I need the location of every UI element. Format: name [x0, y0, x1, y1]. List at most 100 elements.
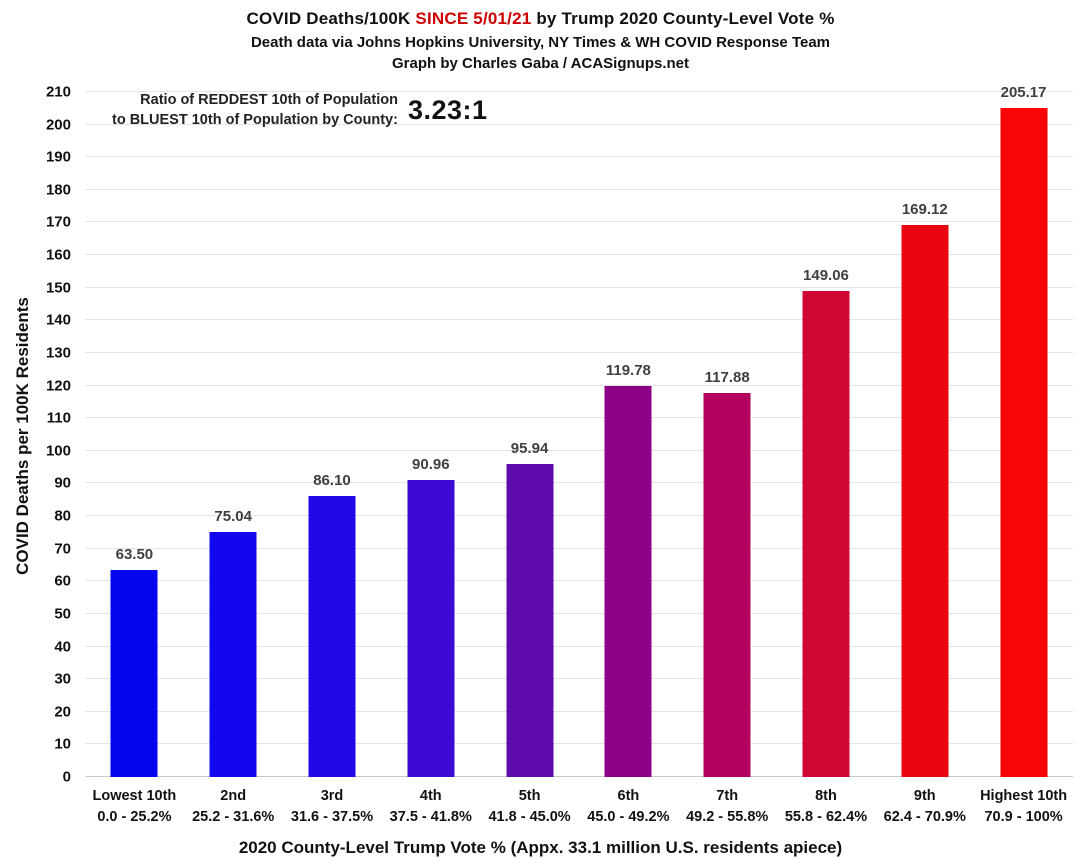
y-tick-label-200: 200: [45, 116, 71, 134]
y-tick-label-70: 70: [54, 540, 71, 558]
y-tick-label-110: 110: [46, 409, 71, 427]
y-tick-label-60: 60: [54, 572, 71, 590]
bar-column-5: 95.94: [480, 92, 579, 777]
x-axis-label-4: 4th 37.5 - 41.8%: [381, 786, 480, 827]
chart-title-part2: by Trump 2020 County-Level Vote %: [531, 9, 835, 28]
bar-value-label-3: 86.10: [313, 472, 351, 490]
bar-2-2nd: [209, 532, 257, 777]
y-tick-label-10: 10: [54, 735, 71, 753]
x-axis-label-range: 62.4 - 70.9%: [883, 808, 966, 825]
bar-4-4th: [407, 480, 455, 777]
gridline-60: [85, 580, 1073, 582]
x-axis-label-range: 70.9 - 100%: [984, 808, 1063, 825]
ratio-annotation: Ratio of REDDEST 10th of Population to B…: [112, 90, 488, 131]
y-tick-label-120: 120: [45, 377, 71, 395]
gridline-20: [85, 710, 1073, 712]
x-axis-label-name: Highest 10th: [980, 788, 1068, 804]
bar-column-4: 90.96: [381, 92, 480, 777]
x-axis-label-range: 41.8 - 45.0%: [488, 808, 571, 825]
x-axis-title: 2020 County-Level Trump Vote % (Appx. 33…: [238, 838, 843, 857]
x-axis-label-7: 7th 49.2 - 55.8%: [678, 786, 777, 827]
x-axis-label-range: 31.6 - 37.5%: [290, 808, 374, 825]
x-axis-label-name: 8th: [815, 788, 837, 804]
y-tick-label-100: 100: [45, 442, 71, 460]
y-tick-label-80: 80: [54, 507, 71, 525]
x-axis-label-range: 55.8 - 62.4%: [784, 808, 868, 825]
bar-value-label-2: 75.04: [214, 508, 252, 526]
x-axis-label-name: 4th: [419, 788, 442, 804]
x-axis-label-10: Highest 10th 70.9 - 100%: [974, 786, 1073, 827]
gridline-160: [85, 254, 1073, 256]
y-tick-label-20: 20: [54, 703, 71, 721]
bars-layer: 63.50 75.04 86.10 90.96 95.94 119.78 117.88 149…: [85, 84, 1073, 777]
bar-3-3rd: [308, 496, 356, 777]
x-axis-label-5: 5th 41.8 - 45.0%: [480, 786, 579, 827]
x-axis-label-name: 7th: [716, 788, 739, 804]
bar-value-label-4: 90.96: [412, 456, 450, 474]
bar-value-label-9: 169.12: [901, 201, 948, 219]
bar-column-8: 149.06: [777, 92, 876, 777]
gridline-150: [85, 286, 1073, 288]
x-axis-label-2: 2nd 25.2 - 31.6%: [184, 786, 283, 827]
bar-column-2: 75.04: [184, 92, 283, 777]
y-tick-label-170: 170: [45, 213, 71, 231]
y-tick-label-180: 180: [45, 181, 71, 199]
bar-value-label-7: 117.88: [704, 368, 750, 386]
gridline-140: [85, 319, 1073, 321]
gridline-40: [85, 645, 1073, 647]
bar-column-7: 117.88: [678, 92, 777, 777]
bar-8-8th: [802, 290, 850, 777]
y-tick-label-90: 90: [54, 474, 71, 492]
y-tick-label-50: 50: [54, 605, 71, 623]
gridline-130: [85, 351, 1073, 353]
plot-area: 0 10 20 30 40 50 60 70 80 90 100 110 120 130 140 150 160…: [46, 84, 1073, 785]
y-axis-title: COVID Deaths per 100K Residents: [13, 297, 32, 575]
bar-value-label-8: 149.06: [803, 266, 849, 284]
ratio-annotation-line1: Ratio of REDDEST 10th of Population: [140, 92, 398, 108]
gridline-80: [85, 515, 1073, 517]
bar-7-7th: [703, 392, 751, 777]
chart-subtitle: Death data via Johns Hopkins University,…: [250, 34, 831, 51]
x-axis-label-name: 9th: [913, 788, 936, 804]
x-axis-label-6: 6th 45.0 - 49.2%: [579, 786, 678, 827]
bar-1-lowest-10th: [110, 569, 158, 777]
bar-column-1: 63.50: [85, 92, 184, 777]
x-axis-labels: Lowest 10th 0.0 - 25.2% 2nd 25.2 - 31.6% 3rd…: [85, 786, 1073, 827]
y-tick-label-160: 160: [45, 246, 71, 264]
x-axis-label-range: 49.2 - 55.8%: [686, 808, 769, 825]
ratio-annotation-text: Ratio of REDDEST 10th of Population to B…: [112, 90, 398, 131]
bar-5-5th: [506, 464, 554, 777]
bar-column-3: 86.10: [283, 92, 382, 777]
x-axis-label-3: 3rd 31.6 - 37.5%: [283, 786, 382, 827]
gridline-10: [85, 743, 1073, 745]
y-tick-label-190: 190: [45, 148, 71, 166]
bar-value-label-10: 205.17: [1000, 83, 1047, 101]
gridline-30: [85, 678, 1073, 680]
x-axis-label-name: 5th: [518, 788, 541, 804]
bar-6-6th: [604, 386, 652, 777]
bar-column-6: 119.78: [579, 92, 678, 777]
x-axis-label-name: 6th: [617, 788, 640, 804]
gridline-170: [85, 221, 1073, 223]
bar-value-label-6: 119.78: [605, 362, 651, 380]
gridline-0: [85, 776, 1073, 777]
y-tick-label-130: 130: [45, 344, 71, 362]
ratio-annotation-value: 3.23:1: [407, 94, 488, 125]
x-axis-label-range: 37.5 - 41.8%: [389, 808, 472, 825]
x-axis-label-name: 3rd: [320, 788, 344, 804]
chart-title: COVID Deaths/100K SINCE 5/01/21 by Trump…: [0, 9, 1081, 29]
x-axis-label-range: 0.0 - 25.2%: [97, 808, 172, 825]
bar-value-label-1: 63.50: [115, 545, 154, 563]
gridline-50: [85, 612, 1073, 614]
bar-value-label-5: 95.94: [510, 440, 549, 458]
chart-title-part1: COVID Deaths/100K: [246, 9, 416, 28]
y-tick-label-40: 40: [54, 638, 71, 656]
gridline-70: [85, 547, 1073, 549]
bar-column-10: 205.17: [974, 84, 1073, 777]
chart-title-highlight: SINCE 5/01/21: [415, 9, 532, 28]
x-axis-label-9: 9th 62.4 - 70.9%: [875, 786, 974, 827]
gridline-210: [85, 91, 1073, 92]
x-axis-label-name: 2nd: [220, 788, 247, 804]
bar-10-highest-10th: [1000, 107, 1048, 777]
gridline-110: [85, 417, 1073, 419]
